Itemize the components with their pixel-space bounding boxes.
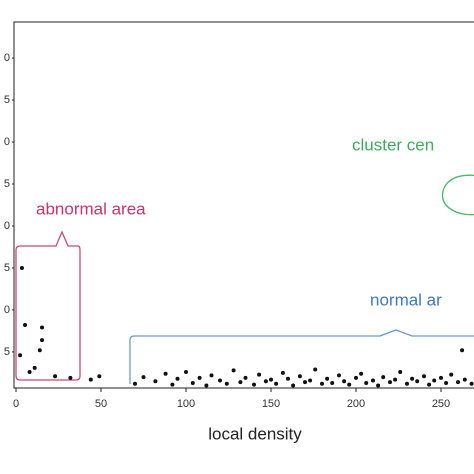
abnormal-label: abnormal area <box>36 199 146 218</box>
normal-label: normal ar <box>370 290 442 309</box>
point <box>32 365 37 370</box>
point <box>469 381 474 386</box>
point <box>257 372 262 377</box>
point <box>88 377 93 382</box>
point <box>27 370 32 375</box>
point <box>170 382 175 387</box>
normal-bracket <box>129 329 474 384</box>
point <box>354 375 358 380</box>
point <box>163 371 168 376</box>
point <box>18 353 23 358</box>
point <box>97 374 102 379</box>
point <box>364 380 369 385</box>
cluster-callout <box>441 174 474 216</box>
point <box>263 379 268 384</box>
point <box>432 378 437 383</box>
abnormal-callout <box>15 230 81 381</box>
point <box>439 375 443 380</box>
point <box>68 375 73 380</box>
point <box>274 381 279 386</box>
x-tick-label: 100 <box>177 398 195 410</box>
point <box>297 374 302 379</box>
point <box>291 383 296 388</box>
point <box>204 383 209 388</box>
point <box>218 378 222 383</box>
point <box>243 375 248 380</box>
plot-frame <box>13 21 474 389</box>
point <box>410 376 415 381</box>
point <box>393 377 398 382</box>
point <box>376 383 381 388</box>
y-tick-label: 5 <box>4 262 10 274</box>
point <box>303 380 307 385</box>
point <box>308 378 313 383</box>
x-tick-label: 50 <box>95 398 107 410</box>
point <box>337 373 341 378</box>
point <box>224 381 229 386</box>
y-tick-label: 5 <box>4 178 10 190</box>
point <box>381 375 386 380</box>
point <box>40 325 45 330</box>
x-tick-label: 250 <box>432 398 450 410</box>
point <box>371 378 375 383</box>
point <box>209 373 214 378</box>
point <box>415 379 420 384</box>
point <box>456 380 460 385</box>
point <box>325 376 330 381</box>
point <box>405 381 409 386</box>
point <box>153 379 158 384</box>
point <box>398 370 403 375</box>
point <box>313 367 318 372</box>
x-tick-label: 150 <box>262 398 280 410</box>
point <box>422 374 426 379</box>
y-tick-label: 5 <box>4 346 10 358</box>
point <box>269 377 273 382</box>
x-axis-label: local density <box>208 424 302 443</box>
point <box>347 382 352 387</box>
point <box>359 371 364 376</box>
point <box>133 381 137 386</box>
point <box>19 265 24 270</box>
cluster-label: cluster cen <box>352 135 434 154</box>
point <box>197 375 202 380</box>
point <box>23 323 28 328</box>
point <box>53 374 58 379</box>
point <box>444 380 449 385</box>
point <box>141 375 146 380</box>
point <box>320 381 324 386</box>
point <box>238 380 243 385</box>
y-tick-label: 5 <box>4 94 10 106</box>
point <box>460 348 465 353</box>
y-tick-label: 0 <box>4 220 10 232</box>
point <box>190 380 195 385</box>
point <box>449 372 454 377</box>
point <box>462 377 467 382</box>
y-tick-label: 0 <box>4 52 10 64</box>
y-tick-label: 0 <box>4 136 10 148</box>
point <box>252 382 256 387</box>
point <box>427 382 432 387</box>
point <box>175 376 180 381</box>
point <box>286 376 290 381</box>
x-tick-label: 0 <box>13 398 19 410</box>
point <box>280 370 285 375</box>
point <box>184 370 188 375</box>
y-tick-label: 0 <box>4 304 10 316</box>
point <box>40 338 45 343</box>
point <box>388 380 392 385</box>
point <box>330 380 335 385</box>
x-tick-label: 200 <box>347 398 365 410</box>
point <box>342 379 347 384</box>
point <box>231 368 236 373</box>
point <box>37 348 42 353</box>
